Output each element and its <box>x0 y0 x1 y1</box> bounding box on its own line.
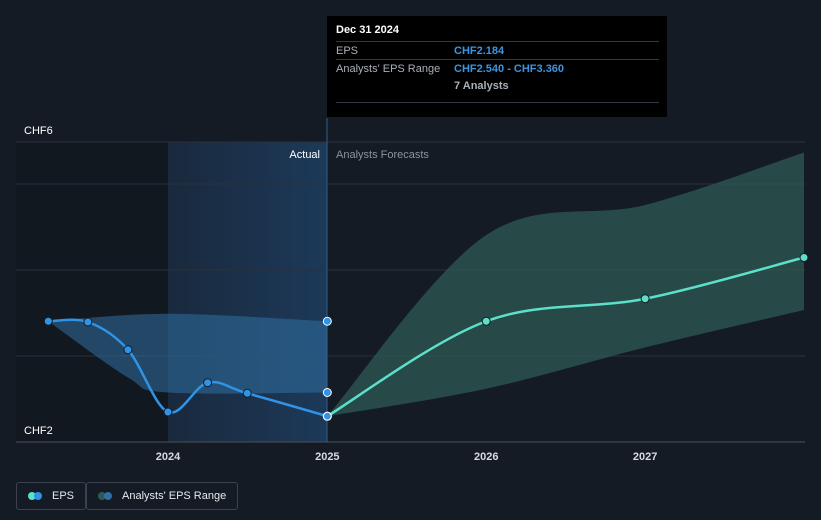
tooltip-row-eps: EPS CHF2.184 <box>336 41 659 59</box>
x-tick-label: 2026 <box>474 451 498 463</box>
y-tick-label: CHF2 <box>24 425 53 437</box>
tooltip-row-range: Analysts' EPS Range CHF2.540 - CHF3.360 <box>336 59 659 77</box>
eps-range-band-forecast <box>327 152 804 417</box>
pre-period-shade <box>16 142 168 442</box>
eps-legend-icon <box>28 492 44 500</box>
legend-item-eps-range[interactable]: Analysts' EPS Range <box>86 482 239 510</box>
tooltip-value: CHF2.184 <box>454 44 505 57</box>
eps-data-point <box>123 345 133 355</box>
legend-label: Analysts' EPS Range <box>122 490 227 502</box>
eps-data-point <box>163 407 173 417</box>
tooltip-row-analysts: 7 Analysts <box>336 77 659 94</box>
x-tick-label: 2024 <box>156 451 181 463</box>
eps-data-point <box>242 388 252 398</box>
legend-label: EPS <box>52 490 75 502</box>
legend-item-eps[interactable]: EPS <box>16 482 87 510</box>
eps-forecast-line <box>326 256 805 418</box>
actual-label: Actual <box>289 149 320 161</box>
tooltip-label: Analysts' EPS Range <box>336 62 441 75</box>
x-tick-label: 2025 <box>315 451 339 463</box>
tooltip-analyst-count: 7 Analysts <box>454 79 509 92</box>
eps-data-point <box>203 378 213 388</box>
forecast-data-point <box>481 316 491 326</box>
eps-hover-marker <box>322 411 332 421</box>
eps-data-point <box>83 317 93 327</box>
tooltip-label: EPS <box>336 44 359 57</box>
tooltip-divider <box>336 102 659 103</box>
forecast-label: Analysts Forecasts <box>336 149 429 161</box>
forecast-data-point <box>799 253 809 262</box>
y-tick-label: CHF6 <box>24 125 53 137</box>
range-legend-icon <box>98 492 114 500</box>
eps-data-point <box>43 316 53 326</box>
eps-range-band-actual <box>48 313 328 394</box>
range-hover-marker <box>322 316 332 326</box>
x-tick-label: 2027 <box>633 451 657 463</box>
range-hover-marker <box>322 388 332 397</box>
tooltip-date: Dec 31 2024 <box>336 24 399 36</box>
tooltip-value: CHF2.540 - CHF3.360 <box>454 62 565 75</box>
forecast-data-point <box>640 294 650 304</box>
hover-tooltip: Dec 31 2024 EPS CHF2.184 Analysts' EPS R… <box>327 16 667 117</box>
